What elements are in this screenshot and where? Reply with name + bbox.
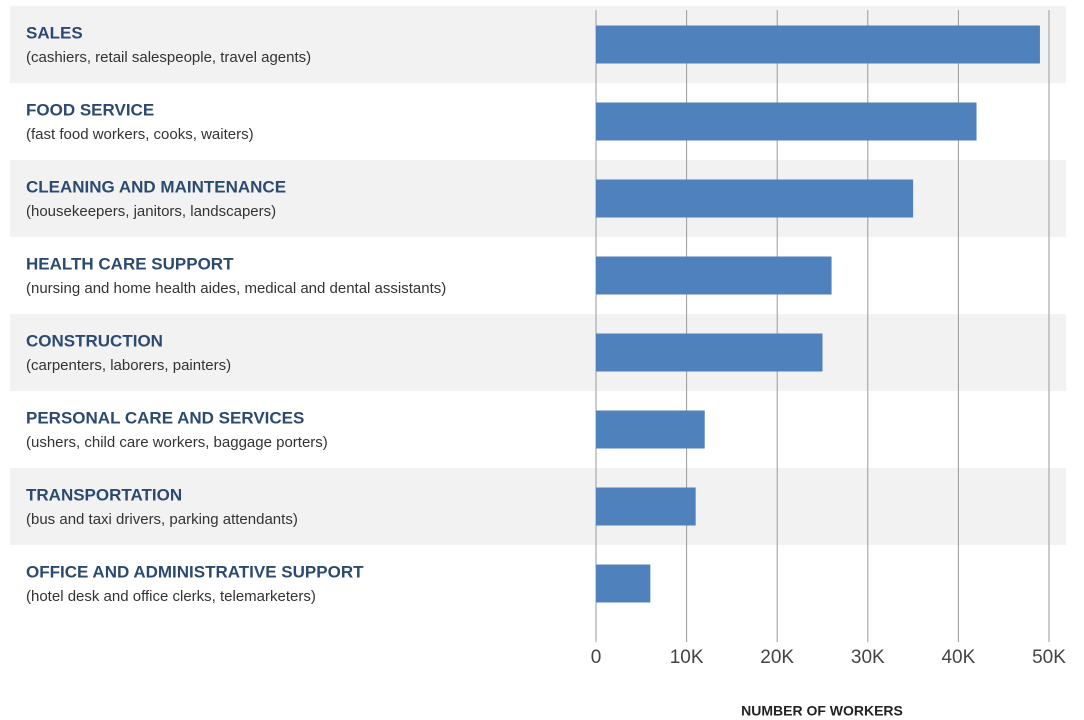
category-label: SALES [26,23,83,42]
category-description: (ushers, child care workers, baggage por… [26,434,328,451]
bar [596,564,651,603]
row-band [10,314,1066,391]
category-description: (hotel desk and office clerks, telemarke… [26,588,316,605]
category-label: TRANSPORTATION [26,485,182,504]
category-description: (fast food workers, cooks, waiters) [26,126,254,143]
labels: 0 10K 20K 30K 40K 50K SALES (cashiers, retail s… [26,23,1066,668]
bar [596,256,832,295]
category-description: (carpenters, laborers, painters) [26,357,231,374]
category-label: OFFICE AND ADMINISTRATIVE SUPPORT [26,562,364,581]
category-description: (bus and taxi drivers, parking attendant… [26,511,298,528]
category-label: FOOD SERVICE [26,100,154,119]
x-tick-label: 20K [760,647,794,668]
category-label: HEALTH CARE SUPPORT [26,254,234,273]
bar [596,487,696,526]
category-description: (nursing and home health aides, medical … [26,280,446,297]
x-tick-label: 30K [851,647,885,668]
x-tick-label: 0 [591,647,602,668]
category-label: PERSONAL CARE AND SERVICES [26,408,304,427]
category-description: (housekeepers, janitors, landscapers) [26,203,276,220]
x-tick-label: 10K [670,647,704,668]
bar [596,410,705,449]
bar [596,333,823,372]
category-label: CONSTRUCTION [26,331,163,350]
row-band [10,468,1066,545]
bar [596,102,977,141]
row-bands [10,6,1066,545]
bar [596,25,1040,64]
x-tick-label: 50K [1032,647,1066,668]
x-axis-label: NUMBER OF WORKERS [741,703,903,719]
bar [596,179,914,218]
bars [596,25,1040,603]
category-label: CLEANING AND MAINTENANCE [26,177,286,196]
x-tick-label: 40K [941,647,975,668]
category-description: (cashiers, retail salespeople, travel ag… [26,49,311,66]
